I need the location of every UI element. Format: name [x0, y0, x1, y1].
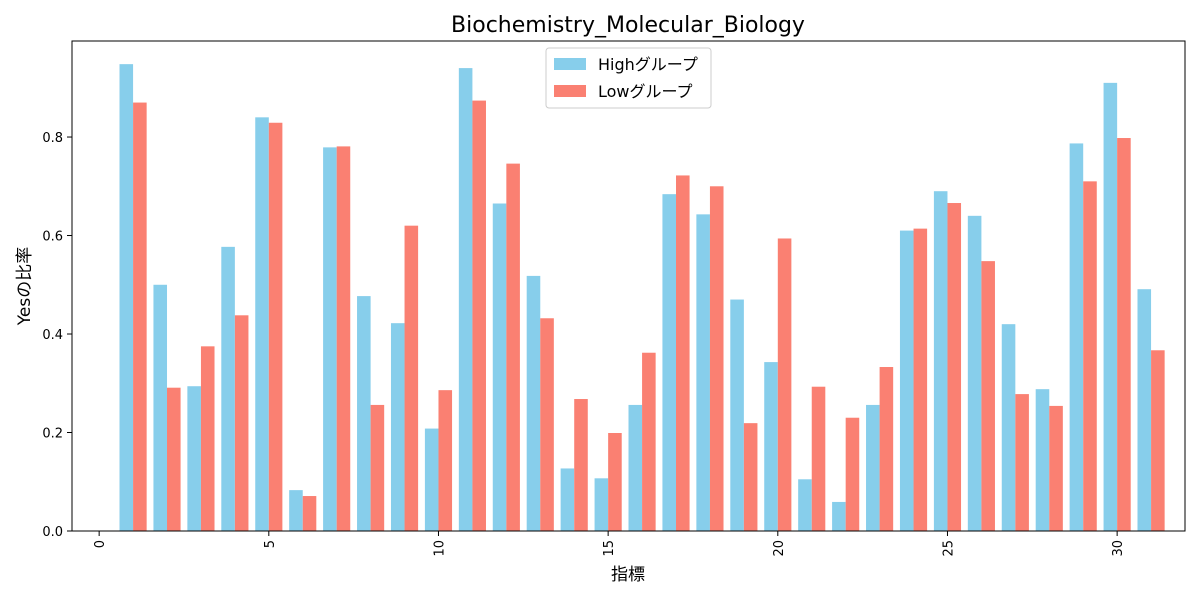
bar-high-10: [424, 428, 439, 531]
x-tick-label: 5: [263, 540, 278, 548]
bar-high-4: [221, 246, 235, 531]
bar-low-2: [167, 387, 181, 531]
y-axis: 0.0 0.2 0.4 0.6 0.8: [42, 131, 72, 540]
bar-low-16: [642, 352, 656, 531]
bar-high-14: [560, 468, 575, 531]
bar-low-29: [1083, 181, 1097, 531]
bar-high-22: [832, 501, 846, 531]
bar-low-25: [947, 203, 962, 531]
y-tick-label: 0.8: [42, 131, 63, 146]
bars-layer: [119, 64, 1165, 532]
bar-low-19: [743, 423, 758, 531]
bar-low-8: [370, 404, 385, 531]
bar-high-1: [119, 64, 134, 532]
bar-high-6: [289, 490, 303, 531]
legend: Highグループ Lowグループ: [545, 47, 712, 109]
x-tick-label: 10: [432, 540, 447, 557]
bar-low-23: [879, 367, 894, 531]
bar-high-25: [933, 191, 948, 531]
bar-low-1: [133, 102, 147, 531]
bar-high-21: [798, 479, 812, 531]
bar-low-11: [472, 100, 486, 531]
legend-box: [545, 47, 712, 109]
bar-low-12: [506, 163, 520, 531]
x-tick-label: 15: [602, 540, 617, 557]
y-axis-label: Yesの比率: [15, 247, 35, 326]
bar-low-20: [777, 238, 792, 532]
bar-low-10: [438, 390, 453, 531]
bar-low-15: [608, 433, 622, 531]
bar-low-5: [268, 122, 283, 531]
bar-low-13: [540, 318, 554, 531]
bar-low-27: [1015, 394, 1029, 531]
bar-high-28: [1035, 389, 1050, 531]
bar-high-23: [866, 404, 880, 531]
y-tick-label: 0.0: [42, 525, 63, 540]
bar-low-4: [234, 315, 249, 531]
bar-low-22: [845, 417, 860, 531]
bar-high-19: [730, 299, 744, 531]
y-tick-label: 0.6: [42, 230, 63, 245]
bar-low-3: [200, 346, 215, 531]
bar-low-21: [811, 386, 826, 531]
bar-high-13: [526, 275, 541, 531]
bar-high-27: [1001, 324, 1016, 531]
bar-high-3: [187, 386, 201, 531]
bar-high-24: [899, 230, 914, 531]
bar-low-18: [709, 186, 724, 531]
bar-high-8: [357, 296, 371, 531]
plot-area-frame: [71, 40, 1186, 532]
x-tick-label: 25: [941, 540, 956, 557]
bar-high-17: [662, 194, 676, 531]
y-tick-label: 0.2: [42, 427, 63, 442]
x-tick-label: 20: [772, 540, 787, 557]
bar-low-31: [1151, 350, 1165, 531]
bar-low-26: [981, 261, 995, 531]
x-tick-label: 0: [93, 540, 108, 548]
legend-label-high: Highグループ: [598, 55, 698, 74]
bar-high-5: [255, 117, 269, 531]
bar-high-18: [696, 214, 710, 531]
bar-high-11: [458, 68, 473, 531]
bar-low-30: [1117, 138, 1131, 531]
y-tick-label: 0.4: [42, 328, 63, 343]
bar-low-7: [336, 146, 351, 531]
legend-swatch-high: [554, 58, 586, 70]
bar-high-2: [153, 284, 168, 531]
bar-high-29: [1069, 143, 1084, 531]
bar-high-9: [390, 323, 405, 531]
bar-high-16: [628, 404, 643, 531]
bar-high-20: [764, 362, 778, 531]
bar-high-12: [492, 203, 507, 531]
bar-low-28: [1049, 405, 1063, 531]
chart-title: Biochemistry_Molecular_Biology: [451, 13, 805, 38]
bar-low-17: [676, 175, 690, 531]
x-axis-label: 指標: [611, 565, 645, 585]
legend-label-low: Lowグループ: [598, 82, 693, 101]
bar-low-6: [302, 496, 317, 531]
bar-high-31: [1137, 289, 1152, 531]
bar-high-15: [594, 478, 609, 531]
legend-swatch-low: [554, 85, 586, 97]
bar-high-26: [967, 215, 982, 531]
x-tick-label: 30: [1111, 540, 1126, 557]
bar-high-7: [323, 147, 337, 531]
bar-low-24: [913, 228, 928, 531]
bar-low-9: [404, 225, 419, 532]
bar-low-14: [574, 399, 588, 531]
bar-high-30: [1103, 82, 1118, 532]
x-axis: 0 5 10 15 20 25 30: [93, 531, 1126, 557]
